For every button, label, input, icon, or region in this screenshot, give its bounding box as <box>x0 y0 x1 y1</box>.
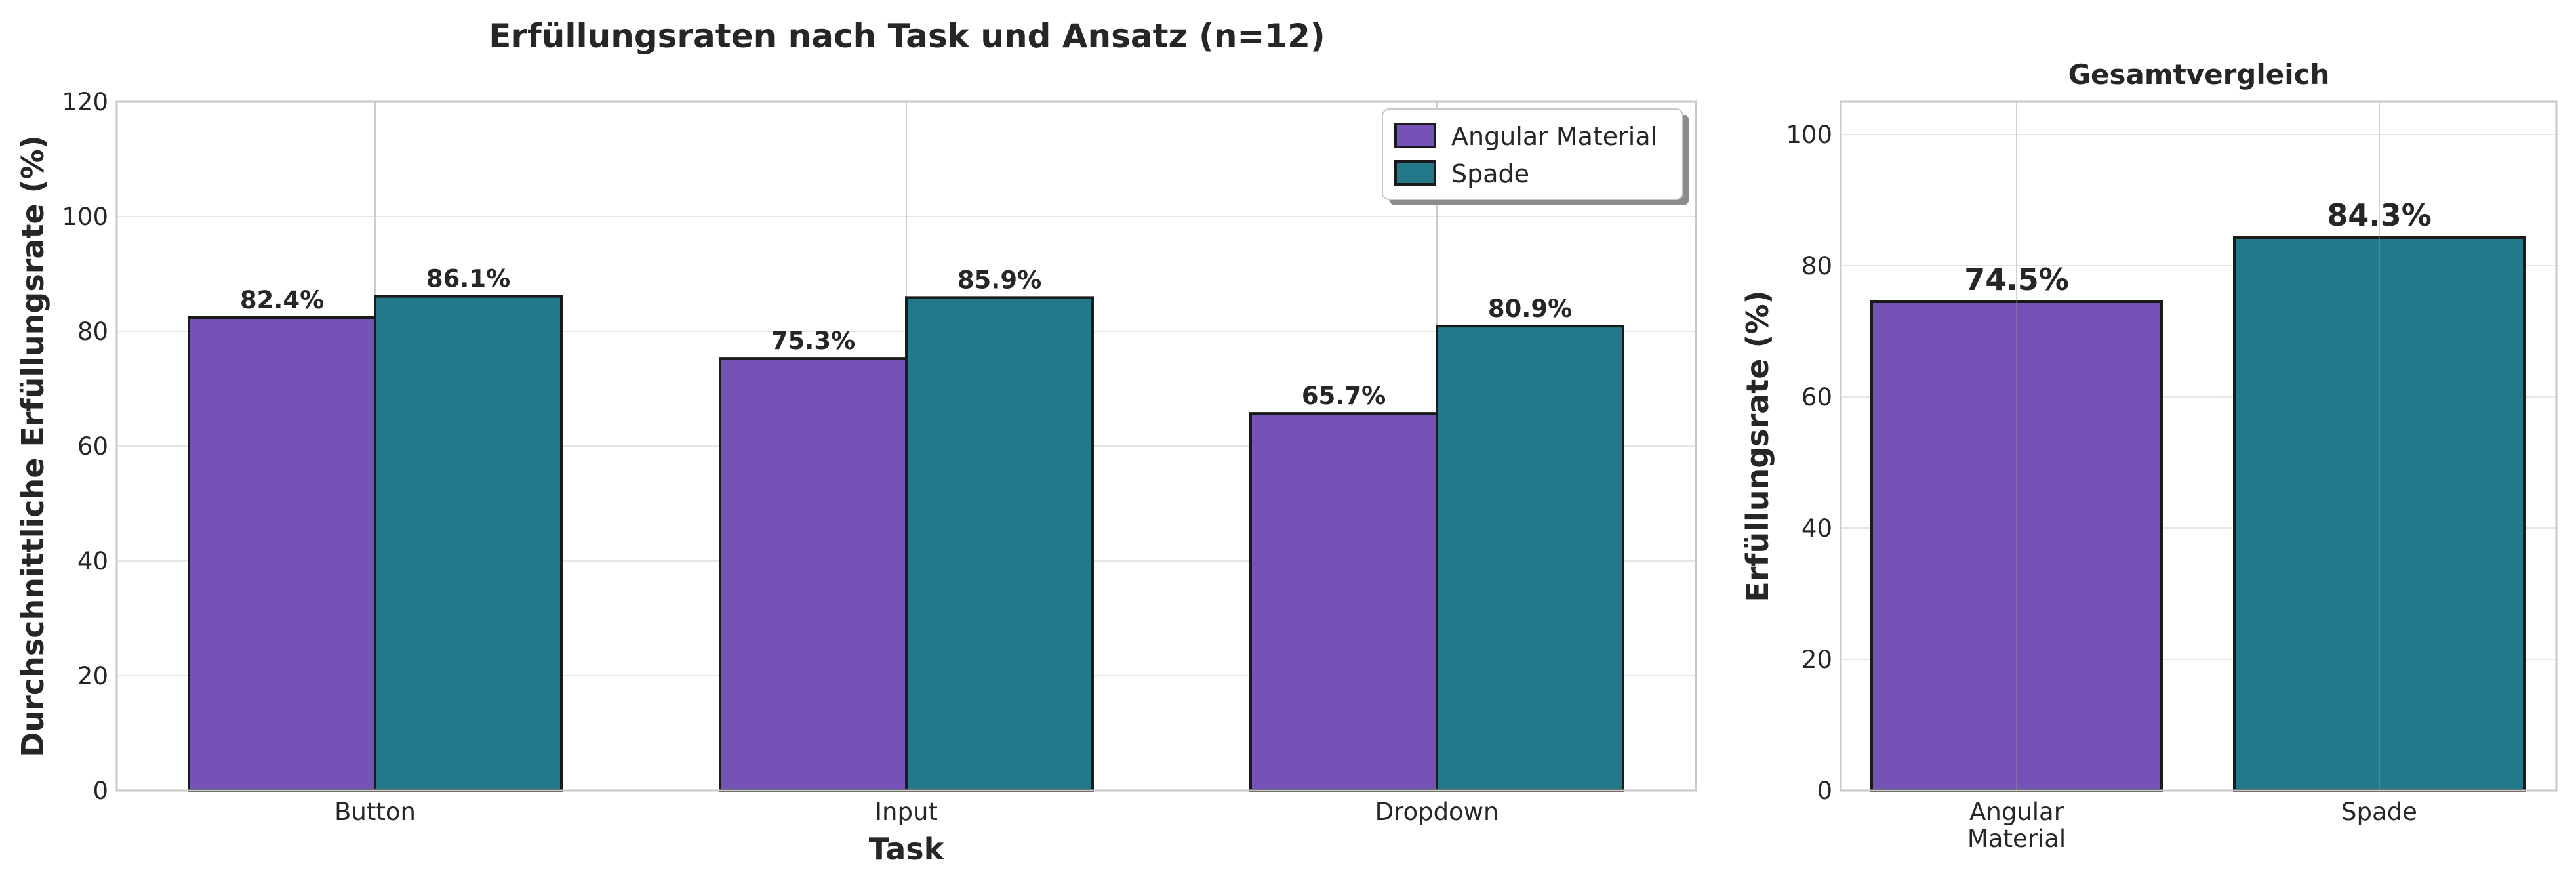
total-bar-angular-material <box>1870 300 2163 792</box>
right-y-tick-label: 0 <box>1817 777 1832 805</box>
right-y-tick-labels: 0 20 40 60 80 100 <box>1786 121 1832 805</box>
right-value-labels: 74.5% 84.3% <box>1964 102 2432 791</box>
right-y-axis-label: Erfüllungsrate (%) <box>1740 290 1775 602</box>
bar-angular-material-input <box>719 357 908 792</box>
left-y-tick-label: 80 <box>77 318 108 346</box>
left-x-tick-label-input: Input <box>875 798 938 826</box>
total-value-label-spade: 84.3% <box>2327 197 2432 233</box>
left-plot-frame <box>115 100 1697 792</box>
tick-label-line: Angular <box>1969 798 2064 826</box>
right-y-tick-label: 40 <box>1801 514 1832 543</box>
right-y-tick-label: 100 <box>1786 121 1832 149</box>
left-x-tick-label-button: Button <box>334 798 416 826</box>
total-bar-spade <box>2233 236 2526 792</box>
left-x-tick-labels: Button Input Dropdown <box>334 798 1499 826</box>
left-x-axis-label: Task <box>869 831 945 867</box>
right-x-tick-labels: Angular Material Spade <box>1967 798 2417 853</box>
legend-label-spade: Spade <box>1451 159 1529 188</box>
total-value-label-angular-material: 74.5% <box>1964 262 2069 297</box>
value-label-angular-material-input: 75.3% <box>771 327 855 355</box>
left-y-axis-label: Durchschnittliche Erfüllungsrate (%) <box>15 135 50 757</box>
right-y-tick-label: 60 <box>1801 383 1832 411</box>
left-y-tick-label: 0 <box>92 777 108 805</box>
legend-swatch-spade <box>1394 160 1436 186</box>
value-label-angular-material-button: 82.4% <box>240 286 324 314</box>
left-y-tick-label: 100 <box>62 203 108 231</box>
legend-label-angular-material: Angular Material <box>1451 122 1657 151</box>
left-chart-title: Erfüllungsraten nach Task und Ansatz (n=… <box>489 17 1325 55</box>
right-x-tick-label-angular-material: Angular Material <box>1967 798 2066 853</box>
right-chart: Gesamtvergleich 74.5%84.3% 020406080100 … <box>1740 58 2558 853</box>
right-x-tick-label-spade: Spade <box>2341 798 2417 826</box>
value-label-angular-material-dropdown: 65.7% <box>1302 382 1386 410</box>
bar-spade-input <box>905 296 1094 792</box>
left-value-labels: 82.4% 75.3% 65.7% 86.1% 85.9% 80.9% <box>240 265 1572 411</box>
right-chart-title: Gesamtvergleich <box>2068 58 2330 91</box>
tick-label-line: Material <box>1967 825 2066 853</box>
bar-angular-material-dropdown <box>1249 412 1438 792</box>
left-bars <box>188 295 1624 792</box>
legend-box <box>1382 108 1683 200</box>
right-bars <box>1870 236 2526 792</box>
value-label-spade-dropdown: 80.9% <box>1488 295 1572 323</box>
bar-spade-button <box>374 295 563 792</box>
legend-swatch-angular-material <box>1394 123 1436 148</box>
left-chart: Erfüllungsraten nach Task und Ansatz (n=… <box>15 17 1697 867</box>
right-y-tick-label: 80 <box>1801 252 1832 280</box>
legend: Angular Material Spade <box>1382 108 1689 205</box>
left-y-tick-labels: 0 20 40 60 80 100 120 <box>62 88 108 805</box>
tick-label-line: Spade <box>2341 798 2417 826</box>
left-y-tick-label: 120 <box>62 88 108 116</box>
left-y-tick-label: 40 <box>77 547 108 575</box>
bar-angular-material-button <box>188 316 376 792</box>
left-y-tick-label: 60 <box>77 432 108 461</box>
value-label-spade-button: 86.1% <box>426 265 510 293</box>
right-plot-frame <box>1840 100 2558 792</box>
left-y-tick-label: 20 <box>77 662 108 690</box>
bar-spade-dropdown <box>1436 325 1624 792</box>
left-x-tick-label-dropdown: Dropdown <box>1375 798 1499 826</box>
right-y-tick-label: 20 <box>1801 646 1832 674</box>
value-label-spade-input: 85.9% <box>957 266 1041 294</box>
